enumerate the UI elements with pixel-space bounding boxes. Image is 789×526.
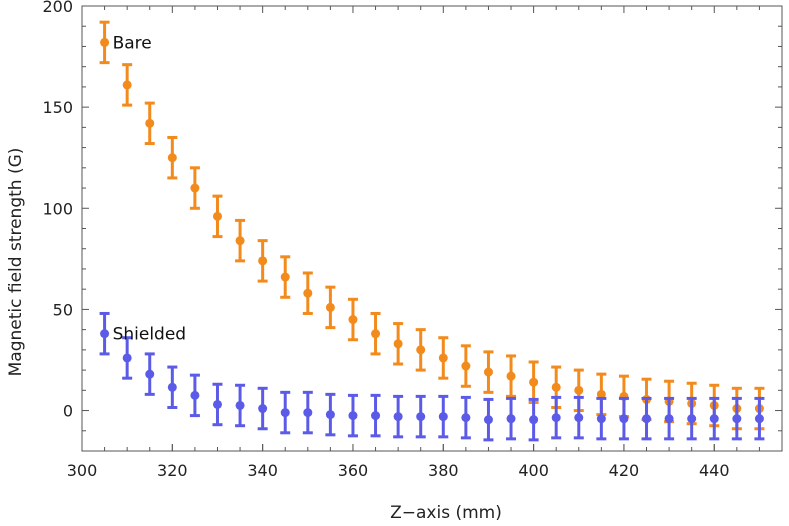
data-point <box>642 414 652 424</box>
y-tick-label: 50 <box>53 300 73 319</box>
data-point <box>303 408 313 418</box>
data-point <box>280 272 290 282</box>
data-point <box>393 412 403 422</box>
x-tick-label: 340 <box>247 461 278 480</box>
y-axis-label: Magnetic field strength (G) <box>6 148 26 377</box>
data-point <box>416 412 426 422</box>
x-tick-label: 420 <box>609 461 640 480</box>
data-point <box>303 288 313 298</box>
data-point <box>574 385 584 395</box>
x-tick-label: 400 <box>518 461 549 480</box>
x-tick-label: 320 <box>157 461 188 480</box>
data-point <box>258 256 268 266</box>
data-point <box>235 236 245 246</box>
data-point <box>371 411 381 421</box>
data-point <box>596 389 606 399</box>
data-point <box>190 390 200 400</box>
data-point <box>529 415 539 425</box>
data-point <box>709 414 719 424</box>
x-axis-label: Z−axis (mm) <box>390 503 502 523</box>
axes: 300 320 340 360 380 400 420 440 0 50 100 150 200 <box>42 0 783 480</box>
data-point <box>167 153 177 163</box>
data-point <box>551 382 561 392</box>
data-point <box>145 118 155 128</box>
data-point <box>416 345 426 355</box>
y-tick-label: 200 <box>42 0 73 16</box>
data-point <box>529 377 539 387</box>
series-shielded: Shielded <box>99 311 765 442</box>
data-point <box>258 404 268 414</box>
series-label: Shielded <box>113 325 187 345</box>
plot-frame <box>81 5 783 452</box>
series-layer: Bare Shielded <box>99 20 765 442</box>
series-bare: Bare <box>99 20 765 431</box>
data-point <box>235 400 245 410</box>
data-point <box>551 413 561 423</box>
data-point <box>100 37 110 47</box>
y-tick-label: 150 <box>42 98 73 117</box>
data-point <box>325 410 335 420</box>
data-point <box>212 211 222 221</box>
x-tick-label: 380 <box>428 461 459 480</box>
data-point <box>732 414 742 424</box>
data-point <box>461 413 471 423</box>
data-point <box>145 369 155 379</box>
data-point <box>348 411 358 421</box>
x-tick-label: 360 <box>338 461 369 480</box>
data-point <box>100 329 110 339</box>
data-point <box>506 414 516 424</box>
data-point <box>371 329 381 339</box>
y-tick-label: 0 <box>63 402 73 421</box>
data-point <box>461 361 471 371</box>
x-tick-label: 300 <box>67 461 98 480</box>
data-point <box>438 412 448 422</box>
data-point <box>122 80 132 90</box>
data-point <box>122 353 132 363</box>
y-tick-label: 100 <box>42 199 73 218</box>
data-point <box>483 367 493 377</box>
data-point <box>438 353 448 363</box>
data-point <box>506 371 516 381</box>
data-point <box>596 414 606 424</box>
data-point <box>687 414 697 424</box>
data-point <box>574 413 584 423</box>
data-point <box>167 382 177 392</box>
data-point <box>754 414 764 424</box>
data-point <box>212 399 222 409</box>
data-point <box>619 414 629 424</box>
data-point <box>348 315 358 325</box>
data-point <box>393 339 403 349</box>
data-point <box>483 415 493 425</box>
x-tick-label: 440 <box>699 461 730 480</box>
data-point <box>325 302 335 312</box>
data-point <box>280 408 290 418</box>
data-point <box>664 414 674 424</box>
data-point <box>190 183 200 193</box>
series-label: Bare <box>113 33 152 53</box>
